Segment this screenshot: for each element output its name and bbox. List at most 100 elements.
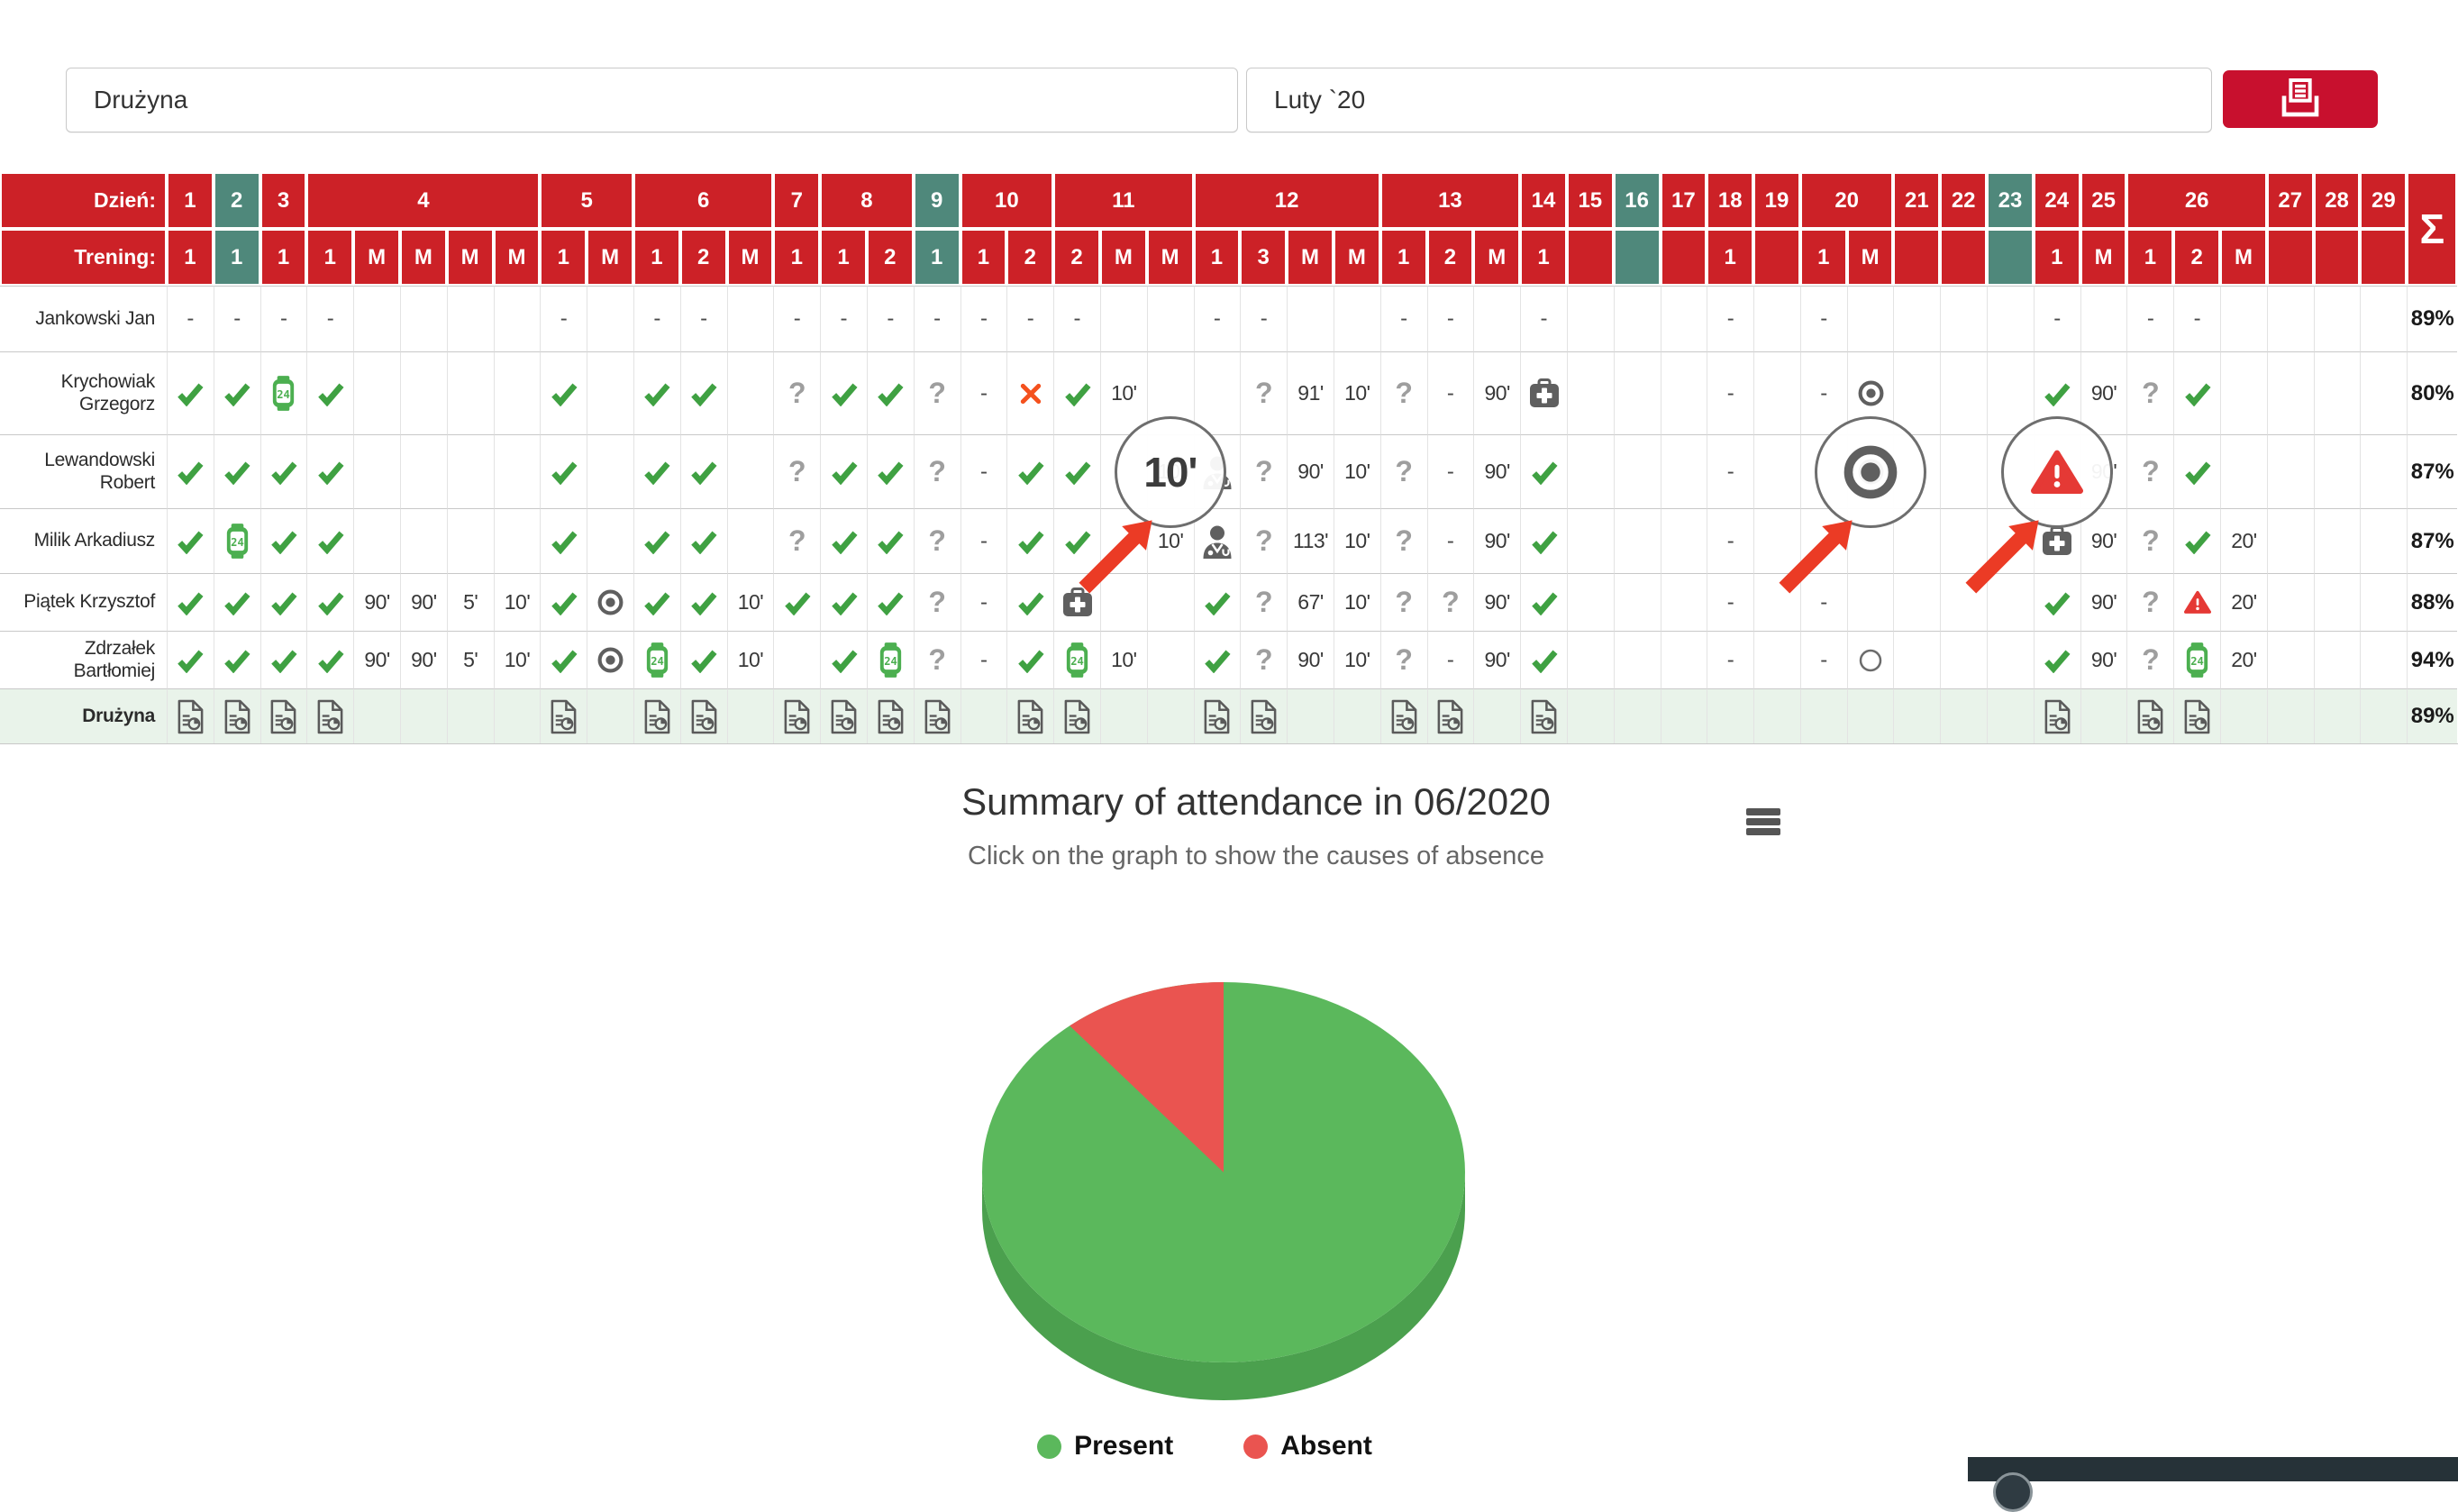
attendance-cell[interactable] xyxy=(1146,688,1194,743)
attendance-cell[interactable] xyxy=(2266,508,2314,573)
attendance-cell[interactable] xyxy=(1893,508,1941,573)
attendance-cell[interactable]: 10' xyxy=(1099,631,1147,688)
attendance-cell[interactable]: - xyxy=(1707,434,1754,508)
attendance-cell[interactable] xyxy=(1520,631,1567,688)
attendance-cell[interactable]: 24 xyxy=(2173,631,2221,688)
attendance-cell[interactable] xyxy=(1846,286,1894,351)
attendance-cell[interactable] xyxy=(1753,434,1800,508)
attendance-cell[interactable]: - xyxy=(1193,286,1241,351)
attendance-cell[interactable]: - xyxy=(960,351,1007,434)
attendance-pie-chart[interactable] xyxy=(937,951,1523,1455)
attendance-cell[interactable]: - xyxy=(2173,286,2221,351)
attendance-cell[interactable] xyxy=(820,351,867,434)
attendance-cell[interactable] xyxy=(353,688,400,743)
attendance-cell[interactable] xyxy=(1893,631,1941,688)
attendance-cell[interactable]: 10' xyxy=(1099,351,1147,434)
attendance-cell[interactable] xyxy=(866,508,914,573)
attendance-cell[interactable] xyxy=(493,688,541,743)
attendance-cell[interactable] xyxy=(2360,631,2408,688)
attendance-cell[interactable] xyxy=(1613,286,1661,351)
attendance-cell[interactable] xyxy=(1660,434,1707,508)
attendance-cell[interactable] xyxy=(679,351,727,434)
attendance-cell[interactable] xyxy=(540,631,587,688)
attendance-cell[interactable] xyxy=(2033,688,2080,743)
attendance-cell[interactable]: - xyxy=(167,286,214,351)
attendance-cell[interactable] xyxy=(213,631,260,688)
attendance-cell[interactable]: - xyxy=(820,286,867,351)
attendance-cell[interactable] xyxy=(2360,508,2408,573)
attendance-cell[interactable] xyxy=(540,688,587,743)
attendance-cell[interactable] xyxy=(259,573,307,631)
attendance-cell[interactable]: ? xyxy=(1379,631,1427,688)
attendance-cell[interactable] xyxy=(1006,631,1054,688)
attendance-cell[interactable]: 90' xyxy=(1473,508,1521,573)
attendance-cell[interactable]: - xyxy=(960,573,1007,631)
attendance-cell[interactable] xyxy=(2266,688,2314,743)
attendance-cell[interactable] xyxy=(1846,688,1894,743)
attendance-cell[interactable] xyxy=(493,434,541,508)
attendance-cell[interactable] xyxy=(1566,351,1614,434)
attendance-cell[interactable]: 10' xyxy=(726,631,774,688)
attendance-cell[interactable] xyxy=(1753,631,1800,688)
attendance-cell[interactable]: - xyxy=(306,286,354,351)
attendance-cell[interactable] xyxy=(1893,573,1941,631)
attendance-cell[interactable]: ? xyxy=(1240,631,1288,688)
month-select[interactable]: Luty `20 xyxy=(1246,68,2212,132)
attendance-cell[interactable] xyxy=(679,434,727,508)
attendance-cell[interactable] xyxy=(1099,573,1147,631)
attendance-cell[interactable] xyxy=(2313,508,2361,573)
attendance-cell[interactable] xyxy=(2360,434,2408,508)
attendance-cell[interactable] xyxy=(1193,351,1241,434)
attendance-cell[interactable]: - xyxy=(960,631,1007,688)
attendance-cell[interactable] xyxy=(633,688,680,743)
attendance-cell[interactable]: 90' xyxy=(2080,573,2127,631)
attendance-cell[interactable] xyxy=(167,508,214,573)
attendance-cell[interactable]: - xyxy=(1426,286,1474,351)
attendance-cell[interactable] xyxy=(493,286,541,351)
attendance-cell[interactable] xyxy=(820,434,867,508)
attendance-cell[interactable]: 10' xyxy=(493,631,541,688)
attendance-cell[interactable] xyxy=(2313,351,2361,434)
attendance-cell[interactable]: ? xyxy=(1379,434,1427,508)
attendance-cell[interactable]: - xyxy=(633,286,680,351)
attendance-cell[interactable]: ? xyxy=(2126,351,2174,434)
attendance-cell[interactable] xyxy=(1940,508,1988,573)
attendance-cell[interactable] xyxy=(1006,688,1054,743)
attendance-cell[interactable] xyxy=(1520,434,1567,508)
attendance-cell[interactable] xyxy=(2033,631,2080,688)
attendance-cell[interactable] xyxy=(1613,508,1661,573)
attendance-cell[interactable]: - xyxy=(1426,508,1474,573)
attendance-cell[interactable] xyxy=(493,508,541,573)
attendance-cell[interactable]: ? xyxy=(2126,631,2174,688)
attendance-cell[interactable] xyxy=(1520,351,1567,434)
attendance-cell[interactable] xyxy=(1006,351,1054,434)
attendance-cell[interactable] xyxy=(1146,631,1194,688)
attendance-cell[interactable]: ? xyxy=(913,631,960,688)
attendance-cell[interactable] xyxy=(1660,286,1707,351)
attendance-cell[interactable] xyxy=(1753,286,1800,351)
attendance-cell[interactable]: - xyxy=(679,286,727,351)
attendance-cell[interactable] xyxy=(1520,688,1567,743)
attendance-cell[interactable]: - xyxy=(1426,434,1474,508)
attendance-cell[interactable] xyxy=(1660,631,1707,688)
attendance-cell[interactable] xyxy=(679,573,727,631)
attendance-cell[interactable]: 90' xyxy=(1287,631,1334,688)
attendance-cell[interactable] xyxy=(773,688,821,743)
attendance-cell[interactable] xyxy=(1006,508,1054,573)
attendance-cell[interactable] xyxy=(2173,573,2221,631)
attendance-cell[interactable] xyxy=(1846,631,1894,688)
attendance-cell[interactable] xyxy=(2266,434,2314,508)
attendance-cell[interactable]: 10' xyxy=(1333,434,1380,508)
attendance-cell[interactable] xyxy=(213,434,260,508)
attendance-cell[interactable] xyxy=(726,286,774,351)
attendance-cell[interactable] xyxy=(1707,688,1754,743)
attendance-cell[interactable] xyxy=(1660,688,1707,743)
attendance-cell[interactable]: 5' xyxy=(446,573,494,631)
attendance-cell[interactable]: ? xyxy=(2126,573,2174,631)
attendance-cell[interactable] xyxy=(1193,631,1241,688)
attendance-cell[interactable] xyxy=(213,688,260,743)
attendance-cell[interactable] xyxy=(1566,286,1614,351)
attendance-cell[interactable] xyxy=(1146,573,1194,631)
attendance-cell[interactable] xyxy=(2360,286,2408,351)
attendance-cell[interactable] xyxy=(259,631,307,688)
